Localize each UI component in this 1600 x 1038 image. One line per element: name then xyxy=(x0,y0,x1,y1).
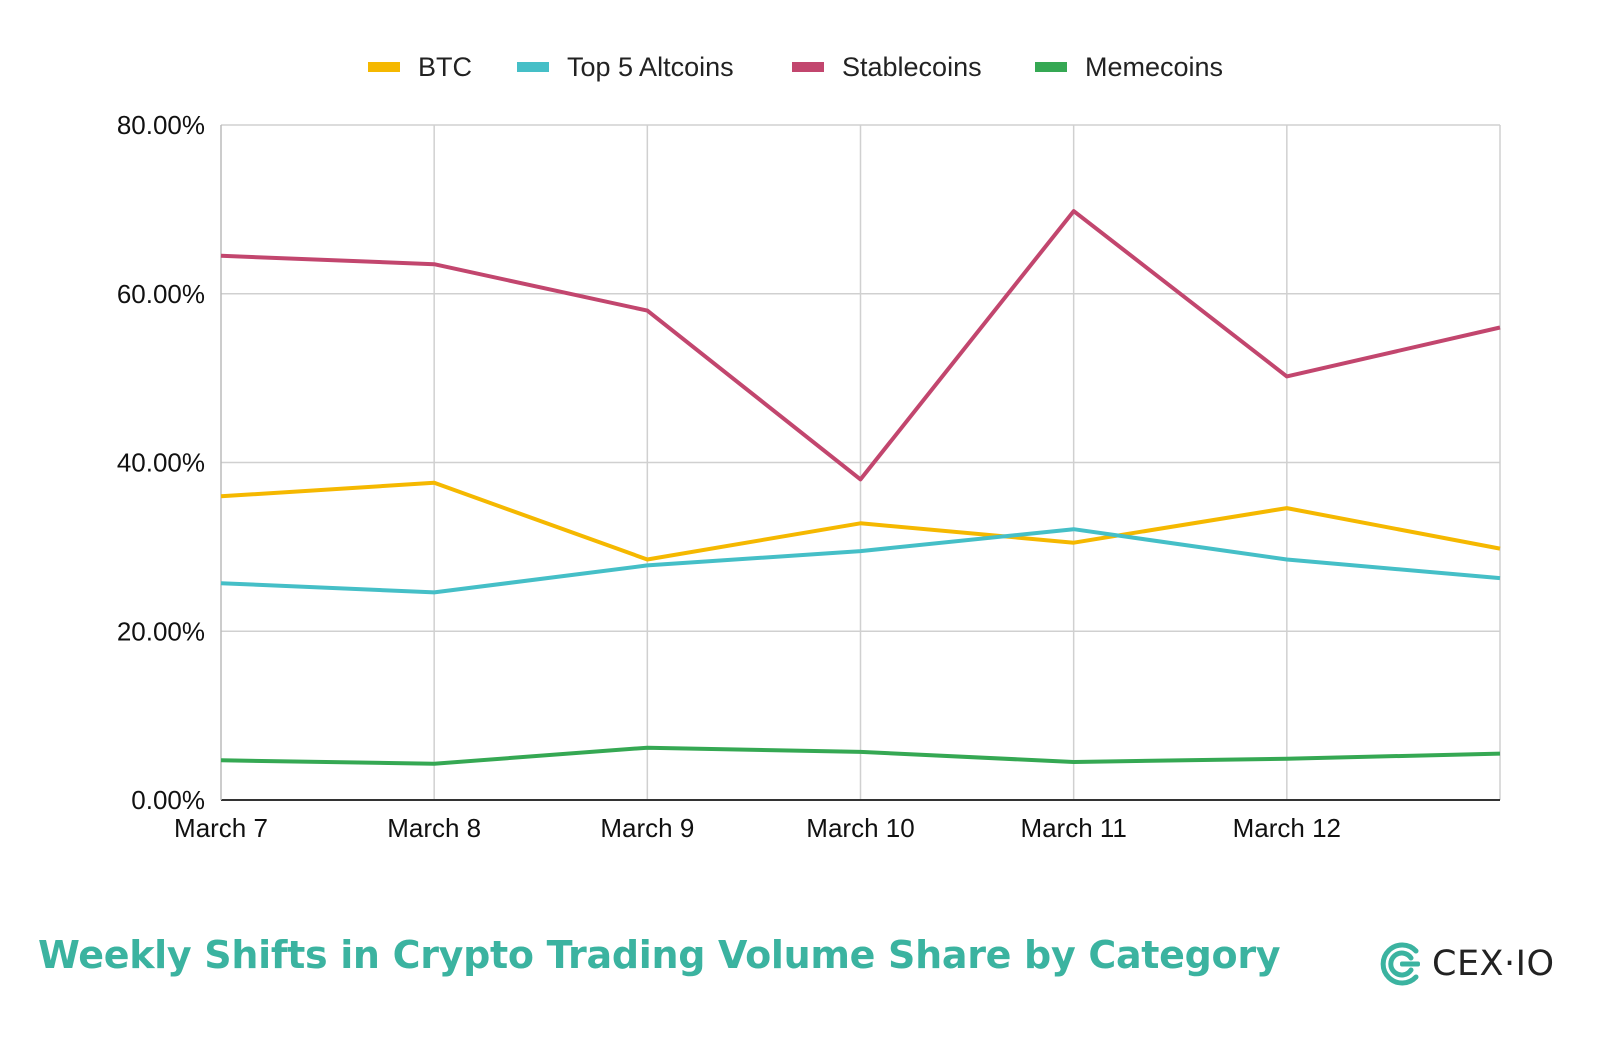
legend: BTC Top 5 Altcoins Stablecoins Memecoins xyxy=(368,52,1223,82)
legend-swatch xyxy=(792,62,824,72)
x-axis-tick-labels: March 7 March 8 March 9 March 10 March 11 Mar… xyxy=(174,813,1341,843)
x-tick-label: March 7 xyxy=(174,813,268,843)
legend-label: Top 5 Altcoins xyxy=(567,52,734,82)
y-tick-label: 0.00% xyxy=(131,785,205,815)
legend-label: BTC xyxy=(418,52,472,82)
series-line-memecoins xyxy=(220,745,1501,766)
legend-label: Memecoins xyxy=(1085,52,1223,82)
y-tick-label: 40.00% xyxy=(117,448,205,478)
legend-item-top-5-altcoins: Top 5 Altcoins xyxy=(517,52,734,82)
series-lines xyxy=(220,209,1501,766)
chart-title: Weekly Shifts in Crypto Trading Volume S… xyxy=(38,933,1281,977)
legend-swatch xyxy=(1035,62,1067,72)
legend-label: Stablecoins xyxy=(842,52,982,82)
series-line-stablecoins xyxy=(220,209,1501,482)
line-chart: 0.00%20.00%40.00%60.00%80.00% March 7 Mar… xyxy=(117,52,1501,843)
y-tick-label: 80.00% xyxy=(117,110,205,140)
legend-swatch xyxy=(517,62,549,72)
brand-name: CEX·IO xyxy=(1432,944,1555,984)
x-tick-label: March 10 xyxy=(806,813,914,843)
cex-io-logo-icon xyxy=(1380,942,1420,986)
series-line-btc xyxy=(220,480,1501,562)
x-tick-label: March 11 xyxy=(1020,813,1126,843)
y-tick-label: 20.00% xyxy=(117,616,205,646)
series-line-top-5-altcoins xyxy=(220,527,1501,595)
x-tick-label: March 8 xyxy=(387,813,481,843)
chart-axes xyxy=(220,125,1500,801)
legend-swatch xyxy=(368,62,400,72)
x-tick-label: March 9 xyxy=(600,813,694,843)
legend-item-memecoins: Memecoins xyxy=(1035,52,1223,82)
y-axis-tick-labels: 0.00% 20.00% 40.00% 60.00% 80.00% xyxy=(117,110,205,815)
brand-logo: CEX·IO xyxy=(1376,936,1555,992)
legend-item-btc: BTC xyxy=(368,52,472,82)
y-tick-label: 60.00% xyxy=(117,279,205,309)
legend-item-stablecoins: Stablecoins xyxy=(792,52,982,82)
grid-lines xyxy=(221,124,1501,800)
x-tick-label: March 12 xyxy=(1233,813,1341,843)
